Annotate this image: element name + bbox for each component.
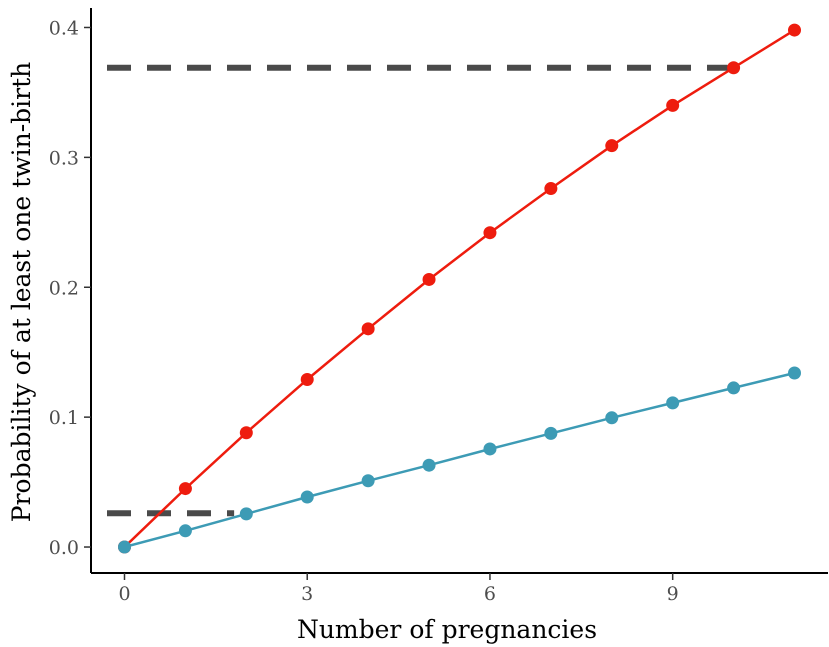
series-0-point — [361, 322, 375, 336]
series-1-point — [666, 396, 680, 410]
series-1-point — [118, 540, 131, 554]
series-1-line — [124, 371, 795, 549]
series-1-point — [483, 442, 497, 456]
y-tick-label: 0.4 — [49, 17, 79, 39]
series-0-point — [605, 139, 619, 153]
series-1-point — [239, 507, 253, 521]
ticks: 0 3 6 9 0.0 0.1 0.2 0.3 0.4 — [49, 17, 679, 605]
series-1-point — [544, 426, 558, 440]
series-0-point — [666, 98, 680, 112]
x-tick-label: 9 — [667, 583, 679, 605]
axes — [90, 8, 828, 574]
x-tick-label: 3 — [301, 583, 313, 605]
series-1-point — [422, 458, 436, 472]
x-axis-title: Number of pregnancies — [297, 615, 597, 644]
y-tick-label: 0.2 — [49, 277, 79, 299]
series-0-point — [239, 426, 253, 440]
series-0-point — [727, 61, 741, 75]
series-0-point — [422, 272, 436, 286]
series-1-point — [361, 474, 375, 488]
y-tick-label: 0.1 — [49, 407, 79, 429]
series-1-point — [788, 366, 801, 380]
series-1-point — [605, 411, 619, 425]
series-0-point — [544, 182, 558, 196]
y-axis-title: Probability of at least one twin-birth — [7, 62, 36, 523]
series-0-point — [300, 372, 314, 386]
y-tick-label: 0.0 — [49, 537, 79, 559]
series-0-point — [178, 482, 192, 496]
x-tick-label: 0 — [118, 583, 130, 605]
x-tick-label: 6 — [484, 583, 496, 605]
series-0-line — [123, 29, 796, 548]
series-0-point — [483, 226, 497, 240]
reference-lines — [107, 64, 728, 517]
series-1-point — [300, 490, 314, 504]
series-layer — [118, 23, 801, 554]
series-0-point — [788, 23, 801, 37]
series-1-point — [727, 381, 741, 395]
y-tick-label: 0.3 — [49, 147, 79, 169]
series-1-point — [178, 524, 192, 538]
